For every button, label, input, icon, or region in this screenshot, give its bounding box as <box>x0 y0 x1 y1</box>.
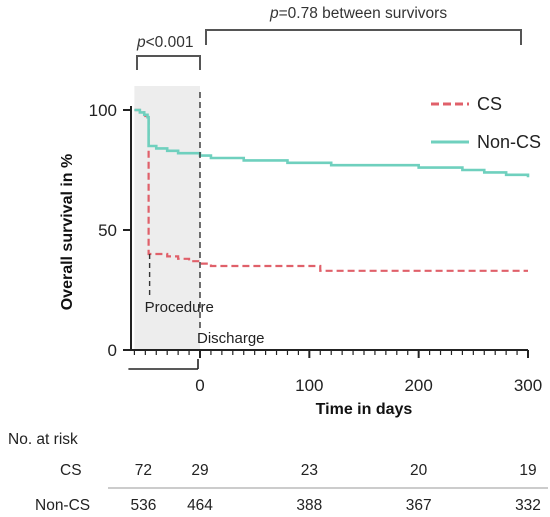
risk-row-label: CS <box>60 462 82 479</box>
risk-cell: 332 <box>515 497 541 514</box>
pvalue-right-bracket <box>205 29 522 45</box>
pvalue-right: p=0.78 between survivors <box>269 5 447 22</box>
risk-cell: 72 <box>135 462 152 479</box>
risk-cell: 20 <box>410 462 428 479</box>
risk-cell: 23 <box>301 462 318 479</box>
shaded-region <box>134 86 200 350</box>
pvalue-right-italic: p <box>269 5 279 22</box>
risk-cell: 367 <box>406 497 432 514</box>
x-tick-label: 100 <box>295 376 323 395</box>
risk-cell: 19 <box>519 462 536 479</box>
discharge-label: Discharge <box>197 330 265 347</box>
y-tick-label: 0 <box>108 341 117 360</box>
pvalue-left-text: <0.001 <box>146 34 194 51</box>
legend-label-cs: CS <box>477 94 502 114</box>
pvalue-left-bracket <box>136 55 201 70</box>
y-tick-label: 50 <box>98 221 117 240</box>
x-tick-label: 300 <box>514 376 542 395</box>
risk-cell: 388 <box>296 497 322 514</box>
risk-cell: 464 <box>187 497 213 514</box>
risk-row-label: Non-CS <box>35 497 90 514</box>
series-line-non-cs <box>134 108 530 178</box>
risk-table-title: No. at risk <box>8 431 78 448</box>
x-tick-label: 0 <box>195 376 204 395</box>
risk-cell: 536 <box>130 497 156 514</box>
procedure-label: Procedure <box>145 299 214 316</box>
x-tick-label: 200 <box>404 376 432 395</box>
y-tick-label: 100 <box>89 101 117 120</box>
y-axis-label: Overall survival in % <box>59 154 76 311</box>
legend-label-non-cs: Non-CS <box>477 132 541 152</box>
pvalue-left: p<0.001 <box>136 34 193 51</box>
pvalue-right-text: =0.78 between survivors <box>279 5 448 22</box>
pvalue-left-italic: p <box>136 34 146 51</box>
x-axis-label: Time in days <box>316 401 413 418</box>
risk-cell: 29 <box>191 462 208 479</box>
